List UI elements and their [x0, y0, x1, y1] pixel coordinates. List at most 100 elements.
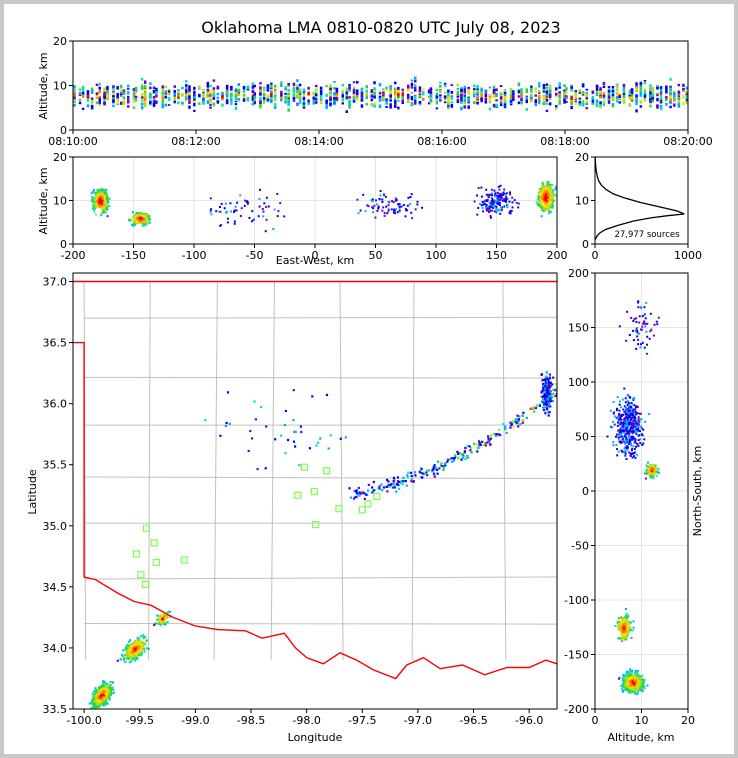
plan-view-source [535, 404, 538, 407]
plan-view-source [510, 423, 513, 426]
station-marker [142, 524, 150, 532]
east-west-source [139, 220, 141, 223]
altitude-time-source [319, 92, 323, 96]
plan-view-source [393, 486, 397, 489]
plan-view-source [325, 393, 329, 396]
plan-view-source [484, 441, 488, 445]
altitude-time-source [262, 100, 266, 104]
east-west-source [96, 200, 99, 203]
altitude-time-source [682, 95, 685, 99]
plan-view-source [546, 402, 549, 405]
altitude-time-source [167, 90, 171, 94]
plan-view-source [97, 696, 100, 699]
plan-view-source [94, 697, 97, 700]
altitude-time-source [341, 102, 344, 105]
plan-view-source [256, 468, 259, 471]
altitude-time-source [512, 90, 515, 93]
altitude-time-source [325, 100, 328, 104]
altitude-time-source [262, 88, 266, 91]
east-west-source [500, 207, 503, 210]
east-west-source [487, 209, 490, 212]
east-west-source [251, 220, 253, 223]
east-west-source [485, 188, 488, 191]
east-west-source [91, 190, 94, 193]
plan-view-source [156, 614, 159, 617]
altitude-time-source [188, 95, 191, 98]
altitude-time-source [534, 90, 537, 93]
plan-view-source [402, 480, 405, 483]
altitude-time-source [119, 89, 123, 93]
altitude-time-source [615, 94, 619, 97]
altitude-time-source [287, 92, 290, 96]
east-west-source [494, 192, 497, 195]
plan-view-source [158, 615, 161, 618]
altitude-time-source [341, 98, 344, 101]
altitude-time-source [73, 104, 76, 106]
altitude-time-source [394, 104, 397, 108]
east-west-source [245, 201, 248, 203]
altitude-time-source [429, 92, 433, 96]
east-west-source [272, 228, 275, 230]
altitude-time-source [439, 97, 442, 99]
plan-view-source [95, 705, 98, 708]
plan-view-source [386, 490, 389, 493]
altitude-time-source [615, 88, 619, 92]
plan-view-source [423, 472, 426, 475]
altitude-time-source [473, 88, 476, 91]
altitude-time-source [480, 88, 483, 92]
plan-view-source [401, 483, 404, 486]
east-west-source [545, 205, 548, 208]
altitude-time-source [273, 84, 277, 88]
east-west-source [416, 203, 419, 206]
altitude-time-source [273, 96, 277, 100]
altitude-time-source [360, 94, 364, 97]
plan-view-source [421, 472, 424, 475]
plan-view-source [452, 459, 455, 462]
altitude-time-source [602, 100, 606, 104]
east-west-source [101, 197, 104, 200]
plan-view-source [433, 475, 436, 478]
east-west-source [376, 210, 379, 212]
altitude-time-source [143, 87, 147, 90]
altitude-time-source [188, 97, 191, 101]
east-west-source [141, 222, 144, 225]
y-tick-label: 20 [53, 151, 67, 164]
altitude-time-source [298, 91, 302, 94]
plan-view-source [406, 476, 409, 479]
plan-view-source [140, 651, 143, 655]
altitude-time-source [503, 88, 507, 92]
x-tick-label: 08:20:00 [663, 135, 712, 148]
plan-view-source [105, 685, 108, 688]
plan-view-source [440, 462, 443, 465]
plan-view-source [135, 654, 138, 657]
altitude-time-source [401, 101, 404, 105]
altitude-time-source [591, 99, 595, 102]
altitude-time-source [253, 99, 256, 101]
altitude-time-source [673, 91, 676, 94]
plan-view-source [544, 406, 547, 409]
east-west-source [400, 205, 403, 208]
altitude-time-source [435, 100, 439, 103]
altitude-time-source [456, 98, 460, 101]
altitude-time-source [628, 103, 632, 105]
east-west-source [377, 206, 380, 208]
altitude-time-source [116, 98, 119, 101]
altitude-time-source [563, 91, 566, 96]
plan-view-source [546, 396, 549, 399]
altitude-time-source [418, 88, 422, 93]
plan-view-source [136, 650, 139, 653]
plan-view-source [432, 465, 435, 469]
altitude-time-source [78, 101, 82, 105]
plan-view-source [371, 489, 374, 492]
altitude-time-source [262, 93, 266, 97]
plan-view-source [125, 657, 128, 660]
altitude-time-source [78, 93, 82, 97]
altitude-time-source [206, 89, 210, 93]
plan-view-source [397, 487, 401, 490]
altitude-time-source [443, 95, 447, 99]
altitude-time-source [202, 89, 205, 91]
east-west-source [515, 201, 518, 204]
county-line [84, 476, 557, 480]
east-west-source [489, 209, 492, 212]
east-west-source [497, 191, 499, 194]
